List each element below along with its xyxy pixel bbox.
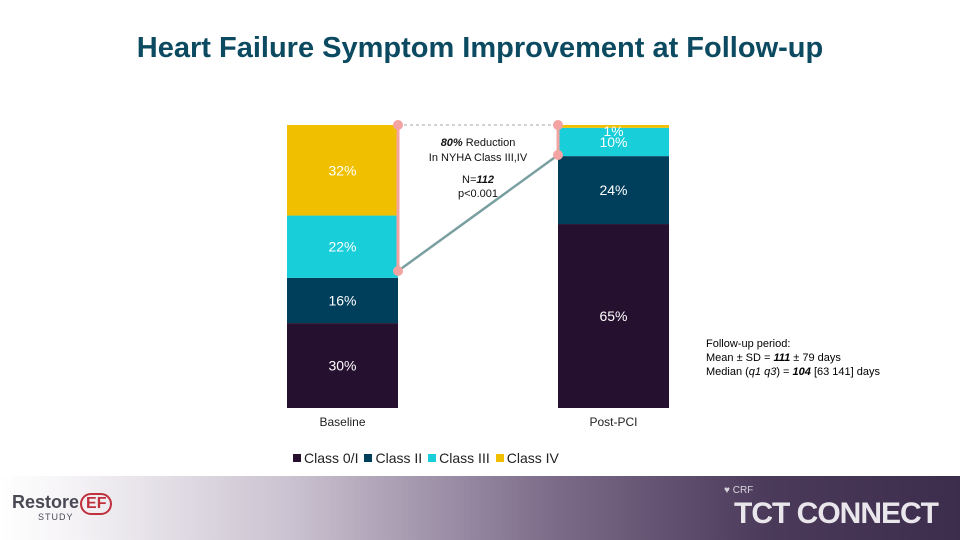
annotation-reduction-line1: 80% Reduction xyxy=(441,137,516,149)
bar-segment xyxy=(287,125,398,216)
bar-segment xyxy=(558,224,669,408)
slide-title: Heart Failure Symptom Improvement at Fol… xyxy=(136,32,824,64)
legend-label: Class IV xyxy=(506,450,559,466)
followup-mean-prefix: Mean ± SD = xyxy=(706,352,774,364)
followup-mean: Mean ± SD = 111 ± 79 days xyxy=(706,351,880,365)
followup-period-box: Follow-up period: Mean ± SD = 111 ± 79 d… xyxy=(706,337,880,379)
category-label: Baseline xyxy=(319,415,365,429)
followup-median-prefix: Median ( xyxy=(706,366,749,378)
followup-median-q: q1 q3 xyxy=(748,366,777,378)
bar-segment xyxy=(558,125,669,128)
crf-logo: ♥ CRF xyxy=(724,485,754,496)
connector-diagonal-line xyxy=(397,153,559,273)
logo-ef-badge: EF xyxy=(80,493,113,515)
connector-layer xyxy=(393,120,563,276)
bars-layer: 30% 16% 22% 32% Baseline 65% 24% 10%1% Post-PCI xyxy=(287,123,669,429)
annotation-reduction-line2: In NYHA Class III,IV xyxy=(429,152,528,164)
legend-item: Class 0/I xyxy=(293,450,358,466)
followup-mean-suffix: ± 79 days xyxy=(790,352,841,364)
legend-item: Class IV xyxy=(495,450,559,466)
bar-value-label: 1% xyxy=(603,123,623,139)
restore-ef-logo: Restore EF STUDY xyxy=(12,492,113,522)
logo-word: Restore xyxy=(12,492,80,512)
bar-segment xyxy=(558,156,669,225)
bar-value-label: 30% xyxy=(328,358,356,374)
followup-median-value: 104 xyxy=(792,366,811,378)
bar-segment xyxy=(287,215,398,278)
annotation-p-value: p<0.001 xyxy=(458,188,498,200)
annotation-box: 80% Reduction In NYHA Class III,IV N=112… xyxy=(429,137,528,200)
bar-value-label: 16% xyxy=(328,292,356,308)
bar-segment xyxy=(287,277,398,324)
legend-swatch xyxy=(364,454,373,462)
connector-dot xyxy=(393,266,403,276)
chart-legend: Class 0/I Class II Class III Class IV xyxy=(293,450,565,466)
category-label: Post-PCI xyxy=(589,415,637,429)
followup-median-suffix: [63 141] days xyxy=(810,366,880,378)
legend-swatch xyxy=(428,454,437,462)
bar-value-label: 22% xyxy=(328,239,356,255)
bar-value-label: 24% xyxy=(599,182,627,198)
annotation-reduction-text: Reduction xyxy=(463,137,516,149)
footer-band xyxy=(0,476,960,540)
logo-sub: STUDY xyxy=(38,512,74,522)
followup-median: Median (q1 q3) = 104 [63 141] days xyxy=(706,365,880,379)
connector-dot xyxy=(393,120,403,130)
annotation-n: N=112 xyxy=(462,174,494,186)
legend-label: Class III xyxy=(439,450,490,466)
followup-heading: Follow-up period: xyxy=(706,338,791,350)
bar-value-label: 10% xyxy=(599,134,627,150)
legend-label: Class 0/I xyxy=(304,450,359,466)
legend-item: Class II xyxy=(364,450,422,466)
bar-segment xyxy=(558,127,669,157)
bar-value-label: 32% xyxy=(328,162,356,178)
followup-mean-value: 111 xyxy=(773,352,791,364)
legend-swatch xyxy=(495,454,504,462)
annotation-n-value: 112 xyxy=(476,174,494,186)
followup-median-mid: ) = xyxy=(776,366,793,378)
bar-value-label: 65% xyxy=(599,308,627,324)
legend-swatch xyxy=(293,454,301,462)
connector-dot xyxy=(553,150,563,160)
crf-text: CRF xyxy=(732,485,754,496)
annotation-reduction-pct: 80% xyxy=(441,137,463,149)
legend-item: Class III xyxy=(428,450,490,466)
connector-dot xyxy=(553,120,563,130)
bar-segment xyxy=(287,323,398,408)
annotation-n-label: N= xyxy=(462,174,476,186)
legend-label: Class II xyxy=(375,450,423,466)
tct-connect-logo: TCT CONNECT xyxy=(734,497,939,530)
